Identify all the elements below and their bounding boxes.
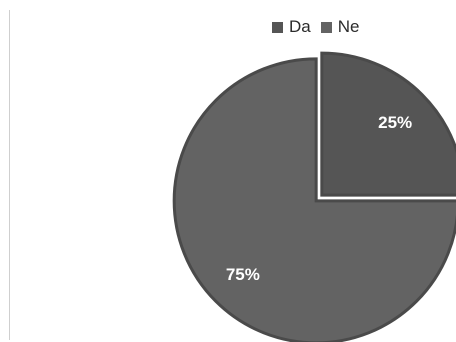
legend-swatch-ne xyxy=(320,21,332,33)
legend-label-ne: Ne xyxy=(337,17,360,36)
data-label-ne: 75% xyxy=(226,265,260,284)
data-label-da: 25% xyxy=(378,113,412,132)
legend-swatch-da xyxy=(272,21,283,33)
legend-label-da: Da xyxy=(289,17,311,36)
pie-slice-ne xyxy=(172,57,456,342)
legend-item-da: Da xyxy=(272,17,311,37)
chart-border-line xyxy=(9,10,10,340)
legend-item-ne: Ne xyxy=(320,17,360,37)
pie-slice-da xyxy=(320,51,456,197)
legend: Da Ne xyxy=(272,17,359,37)
